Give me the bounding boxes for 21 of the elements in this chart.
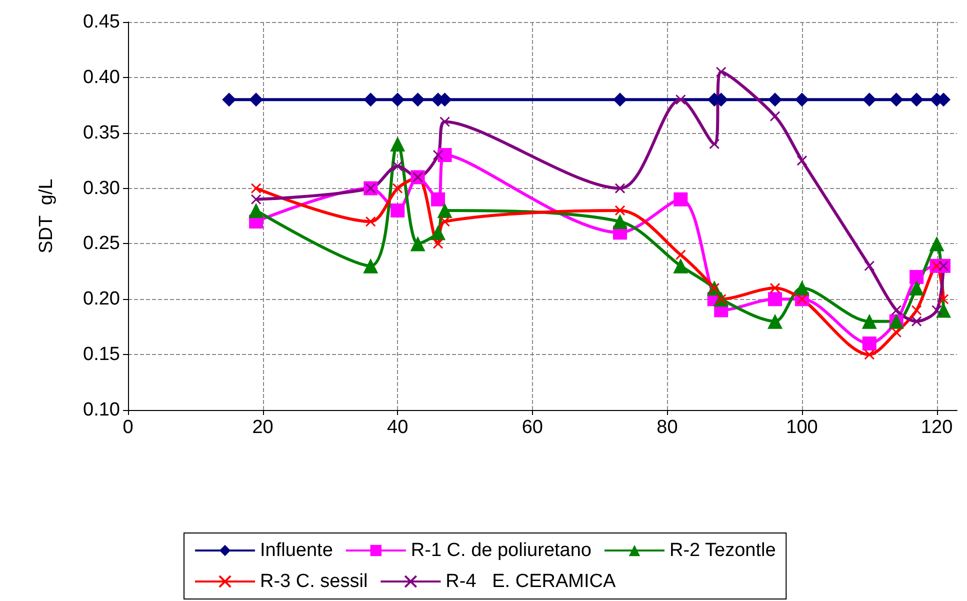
legend-label: R-3 C. sessil [260, 571, 368, 592]
legend-label: R-1 C. de poliuretano [410, 540, 592, 561]
x-tick-label: 100 [786, 417, 818, 438]
x-tick-label: 60 [522, 417, 543, 438]
legend-label: R-4 E. CERAMICA [446, 571, 616, 592]
y-tick-label: 0.20 [83, 288, 120, 310]
x-tick-label: 120 [920, 417, 953, 438]
legend-label: Influente [260, 540, 333, 561]
legend-label: R-2 Tezontle [669, 540, 776, 561]
x-tick-label: 40 [387, 417, 408, 438]
y-tick-label: 0.40 [83, 66, 120, 88]
y-tick-label: 0.35 [83, 122, 120, 144]
y-tick-label: 0.30 [83, 178, 120, 199]
x-tick-label: 0 [122, 417, 134, 438]
y-axis-title: SDT g/L [36, 178, 57, 254]
x-tick-label: 20 [252, 417, 274, 438]
x-tick-label: 80 [656, 417, 678, 438]
y-tick-label: 0.15 [83, 344, 120, 366]
y-tick-label: 0.10 [83, 400, 120, 420]
y-tick-label: 0.45 [83, 12, 120, 32]
y-tick-label: 0.25 [83, 233, 120, 254]
